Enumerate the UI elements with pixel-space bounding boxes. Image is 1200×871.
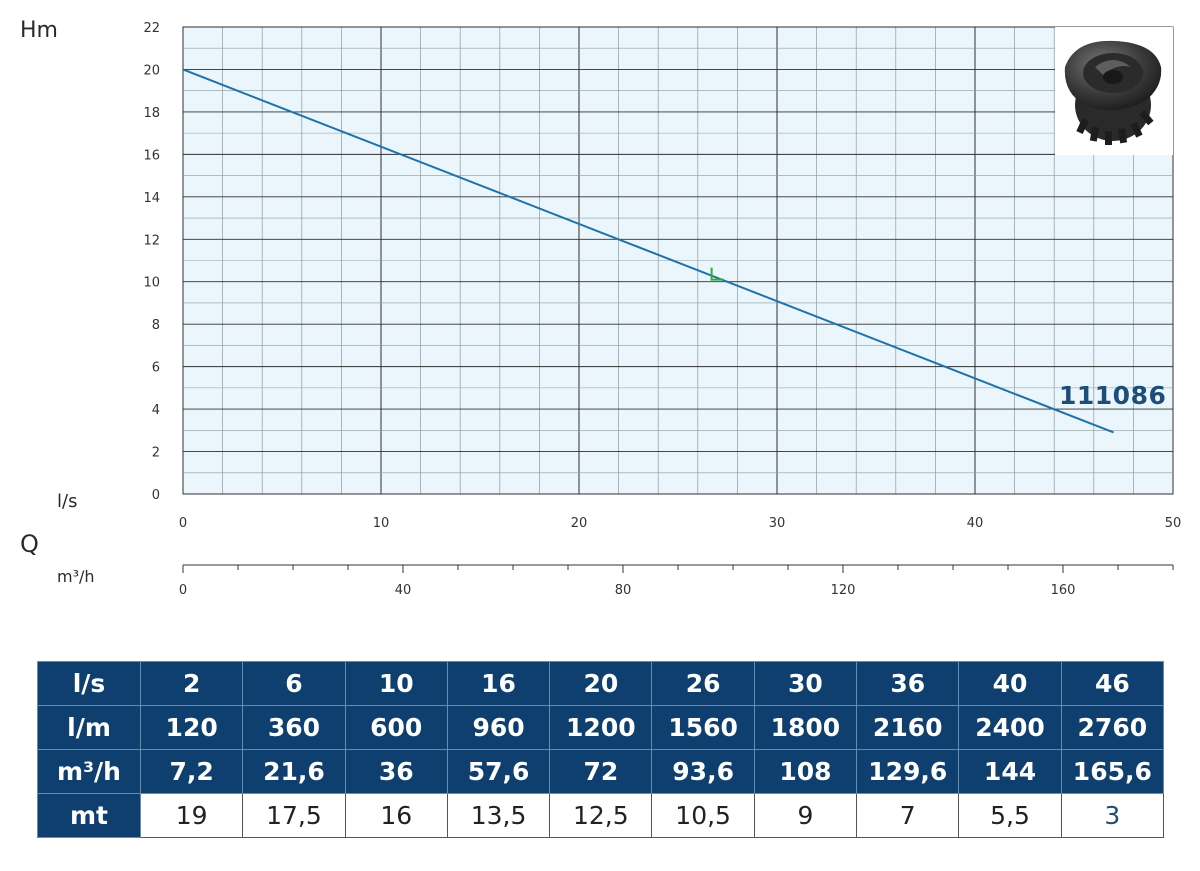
y-tick-label: 18: [143, 106, 160, 121]
table-cell: 16: [344, 793, 448, 838]
table-cell: 21,6: [242, 749, 346, 794]
y-tick-label: 8: [152, 318, 160, 333]
row-header: l/s: [37, 661, 141, 706]
pump-curve-line: [182, 68, 1114, 434]
table-cell: 16: [446, 661, 551, 706]
y-tick-label: 10: [143, 276, 160, 291]
table-cell: 26: [651, 661, 755, 706]
operating-point-marker: [710, 267, 724, 281]
table-cell: 1200: [549, 705, 653, 750]
table-cell: 2400: [958, 705, 1062, 750]
table-cell: 1800: [753, 705, 858, 750]
x-tick-label: 20: [571, 516, 588, 531]
impeller-icon: [1064, 40, 1162, 145]
impeller-image: [1055, 27, 1173, 155]
table-row: l/s 2 6 10 16 20 26 30 36 40 46: [37, 661, 1165, 706]
table-cell: 1560: [651, 705, 755, 750]
y-tick-label: 6: [152, 361, 160, 376]
table-cell: 40: [958, 661, 1062, 706]
x-axis-label-ls: l/s: [57, 491, 78, 512]
table-cell: 10: [344, 661, 448, 706]
x-tick-label: 10: [373, 516, 390, 531]
table-cell: 13,5: [446, 793, 551, 838]
y-tick-label: 0: [152, 488, 160, 503]
table-cell: 10,5: [651, 793, 755, 838]
table-row: m³/h 7,2 21,6 36 57,6 72 93,6 108 129,6 144 165,6: [37, 749, 1165, 794]
x-tick-label: 0: [179, 516, 187, 531]
table-cell: 36: [856, 661, 960, 706]
row-header: mt: [37, 793, 141, 838]
table-cell: 3: [1060, 793, 1165, 838]
table-cell: 600: [344, 705, 448, 750]
y-tick-label: 22: [143, 21, 160, 36]
table-cell: 144: [958, 749, 1062, 794]
table-cell: 36: [344, 749, 448, 794]
table-cell: 9: [753, 793, 858, 838]
table-row: mt 19 17,5 16 13,5 12,5 10,5 9 7 5,5 3: [37, 793, 1165, 838]
x-tick-label: 40: [967, 516, 984, 531]
table-cell: 72: [549, 749, 653, 794]
table-cell: 2: [139, 661, 244, 706]
secondary-tick-label: 80: [615, 583, 632, 598]
table-cell: 93,6: [651, 749, 755, 794]
y-tick-label: 14: [143, 191, 160, 206]
table-cell: 120: [139, 705, 244, 750]
table-cell: 165,6: [1060, 749, 1165, 794]
table-cell: 7: [856, 793, 960, 838]
x-tick-label: 30: [769, 516, 786, 531]
row-header: l/m: [37, 705, 141, 750]
y-axis-label: Hm: [20, 18, 58, 43]
table-cell: 7,2: [139, 749, 244, 794]
table-cell: 5,5: [958, 793, 1062, 838]
pump-curve-chart: 0 2 4 6 8 10 12 14 16 18 20 22 0 10 20 30 40 50 0 40 80 120…: [143, 21, 1182, 598]
table-cell: 46: [1060, 661, 1165, 706]
table-cell: 12,5: [549, 793, 653, 838]
row-header: m³/h: [37, 749, 141, 794]
flow-label: Q: [20, 530, 39, 558]
table-cell: 20: [549, 661, 653, 706]
secondary-tick-label: 0: [179, 583, 187, 598]
x-axis-label-m3h: m³/h: [57, 567, 95, 586]
y-tick-label: 16: [143, 148, 160, 163]
table-cell: 57,6: [446, 749, 551, 794]
table-cell: 2760: [1060, 705, 1165, 750]
table-cell: 129,6: [856, 749, 960, 794]
secondary-tick-label: 160: [1051, 583, 1076, 598]
x-tick-label: 50: [1165, 516, 1182, 531]
table-cell: 360: [242, 705, 346, 750]
secondary-tick-label: 120: [831, 583, 856, 598]
table-cell: 6: [242, 661, 346, 706]
y-tick-label: 20: [143, 63, 160, 78]
table-cell: 17,5: [242, 793, 346, 838]
y-tick-label: 12: [143, 233, 160, 248]
table-cell: 108: [753, 749, 858, 794]
table-cell: 2160: [856, 705, 960, 750]
table-cell: 960: [446, 705, 551, 750]
y-tick-label: 2: [152, 446, 160, 461]
table-cell: 19: [139, 793, 244, 838]
table-row: l/m 120 360 600 960 1200 1560 1800 2160 2400 2760: [37, 705, 1165, 750]
series-label: 111086: [1059, 381, 1167, 410]
secondary-tick-label: 40: [395, 583, 412, 598]
performance-table: l/s 2 6 10 16 20 26 30 36 40 46 l/m 120 360 600 960 1200…: [37, 661, 1165, 838]
table-cell: 30: [753, 661, 858, 706]
y-tick-label: 4: [152, 403, 160, 418]
